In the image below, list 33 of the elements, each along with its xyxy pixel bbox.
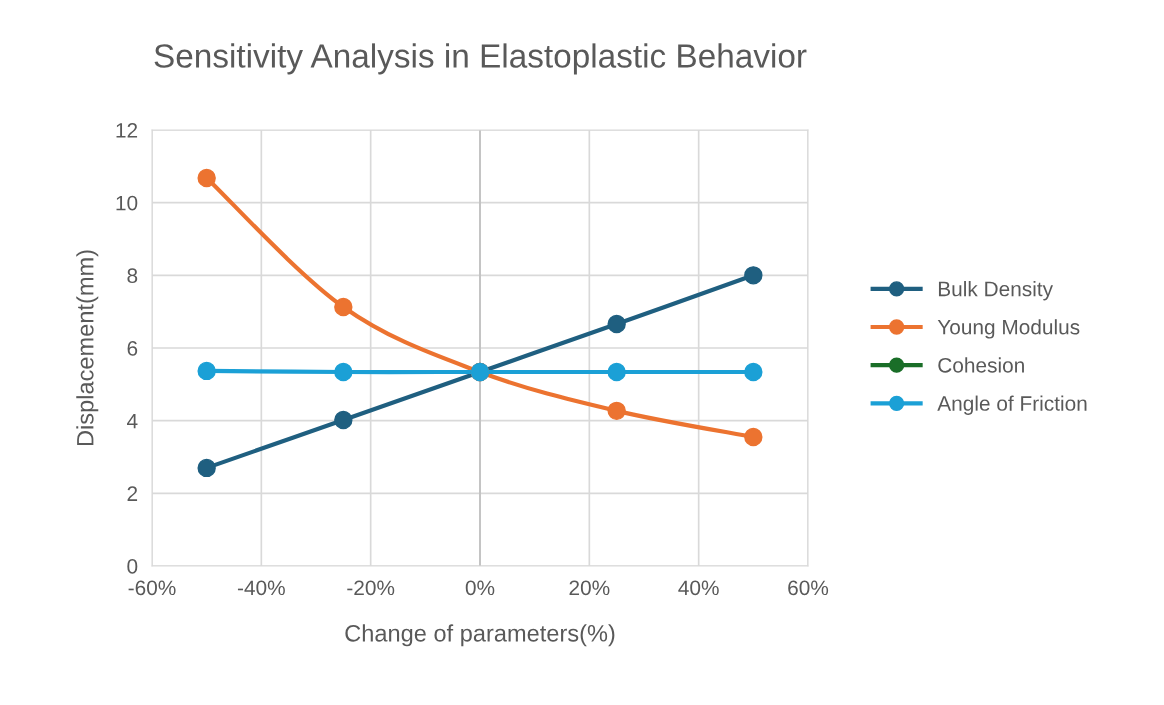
point — [334, 362, 353, 382]
chart-title: Sensitivity Analysis in Elastoplastic Behavior — [154, 43, 807, 75]
x-tick-label: -60% — [128, 580, 176, 596]
legend-label: Cohesion — [938, 357, 1024, 373]
point — [744, 427, 763, 447]
y-axis-title: Displacement(mm) — [76, 250, 99, 446]
y-tick-label: 10 — [116, 195, 138, 211]
y-tick-label: 6 — [127, 341, 138, 356]
y-tick-label: 2 — [127, 486, 138, 501]
point — [607, 401, 626, 421]
x-tick-label: -20% — [347, 580, 395, 596]
point — [334, 297, 353, 317]
y-tick-label: 4 — [127, 413, 138, 429]
legend-label: Young Modulus — [937, 319, 1080, 339]
y-tick-label: 0 — [127, 559, 138, 574]
y-tick-label: 12 — [116, 123, 138, 138]
legend-label: Bulk Density — [938, 281, 1053, 301]
x-axis-title: Change of parameters(%) — [345, 624, 615, 647]
x-tick-label: -40% — [237, 580, 285, 596]
y-tick-label: 8 — [127, 268, 138, 284]
point — [607, 314, 626, 334]
point — [197, 168, 216, 188]
x-tick-label: 60% — [788, 580, 829, 596]
point — [334, 410, 353, 430]
point — [197, 361, 216, 381]
x-tick-label: 20% — [569, 580, 610, 596]
point — [607, 362, 626, 382]
x-tick-label: 0% — [465, 580, 495, 596]
point — [744, 362, 763, 382]
legend-label: Angle of Friction — [937, 395, 1087, 415]
point — [197, 458, 216, 478]
x-tick-label: 40% — [678, 580, 719, 596]
point — [744, 266, 763, 285]
